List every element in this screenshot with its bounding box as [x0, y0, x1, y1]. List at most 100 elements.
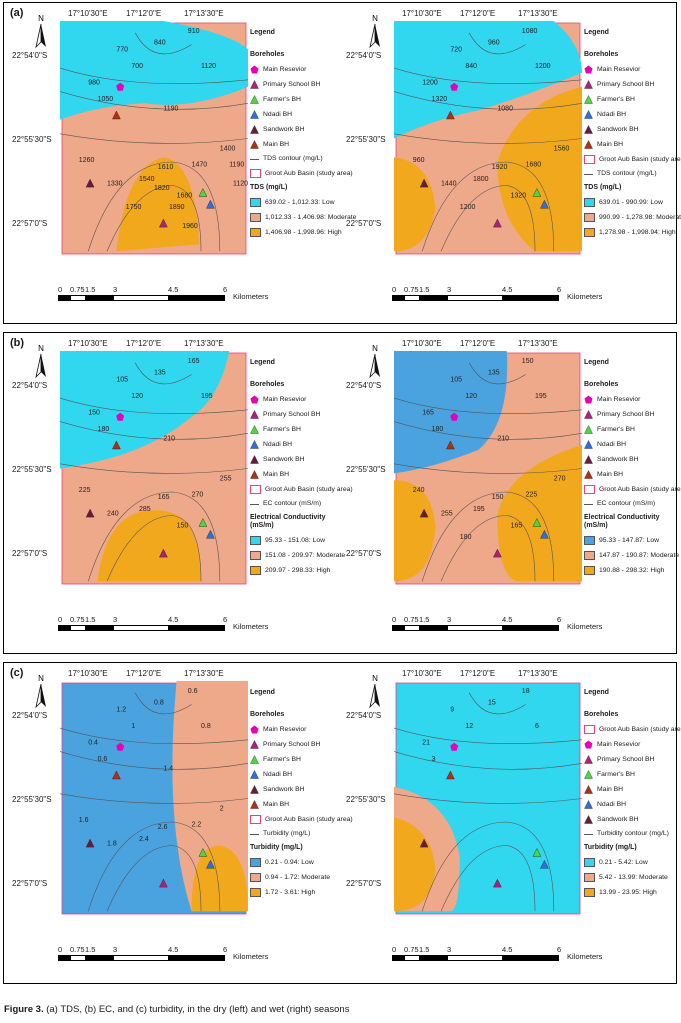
contour-value-label: 1560: [554, 145, 570, 152]
longitude-label: 17°13'30"E: [184, 9, 224, 18]
scale-tick-label: 3: [113, 615, 118, 624]
scale-segment: [85, 625, 115, 631]
contour-value-label: 165: [422, 410, 434, 417]
borehole-marker: [112, 440, 121, 450]
borehole-marker: [85, 178, 95, 188]
figure-row: (b) N 17°10'30"E 17°12'0"E 17°13'30"E 22°54'0…: [3, 332, 681, 654]
legend-item-label: Groot Aub Basin (study area): [599, 725, 681, 733]
class-swatch: [584, 536, 595, 545]
borehole-marker: [159, 218, 168, 228]
contour-value-label: 150: [177, 522, 189, 529]
scale-segment: [447, 955, 504, 961]
legend-class: 1,278.98 - 1,998.94: High: [584, 227, 676, 237]
longitude-label: 17°13'30"E: [518, 339, 558, 348]
contour-value-label: 1.4: [163, 765, 173, 772]
legend-item: Main Resevior: [250, 395, 338, 404]
triangle-icon: [250, 770, 259, 779]
contour-value-label: 165: [188, 358, 200, 365]
contour-value-label: 1200: [535, 63, 551, 70]
triangle-icon: [584, 80, 593, 89]
triangle-icon: [584, 455, 593, 464]
legend-item: Groot Aub Basin (study area): [250, 485, 353, 495]
legend-item: Turbidity contour (mg/L): [584, 830, 672, 838]
scale-bar: 0 0.75 1.5 3 4.5 6 Kilometers: [392, 945, 642, 961]
class-swatch: [584, 197, 595, 207]
latitude-label: 22°57'0"S: [12, 219, 48, 228]
map-area: 105 120 135 150 165 180 195 210 240 255 270 225 195 1…: [393, 351, 583, 591]
class-swatch: [584, 551, 595, 560]
north-label: N: [372, 14, 378, 23]
contour-value-label: 840: [465, 63, 477, 70]
legend-item-label: Primary School BH: [263, 410, 321, 418]
legend-class: 639.01 - 990.99: Low: [584, 197, 672, 207]
scale-segment: [113, 295, 170, 301]
legend-item: Main Resevior: [584, 740, 672, 749]
legend-item-label: Primary School BH: [263, 80, 321, 88]
legend-item: Main Resevior: [584, 395, 672, 404]
contour-value-label: 700: [131, 63, 143, 70]
scale-segment: [85, 955, 115, 961]
legend-item: Ndadi BH: [250, 770, 338, 779]
contour-line: [59, 67, 249, 84]
contour-value-label: 1440: [441, 181, 457, 188]
contour-value-label: 240: [107, 511, 119, 518]
triangle-icon: [250, 80, 259, 89]
legend-item-label: Main BH: [263, 800, 290, 808]
legend-item-label: Primary School BH: [597, 755, 655, 763]
longitude-label: 17°13'30"E: [184, 339, 224, 348]
contour-value-label: 0.6: [98, 756, 108, 763]
latitude-label: 22°55'30"S: [12, 795, 52, 804]
triangle-icon: [250, 410, 259, 419]
contour-value-label: 165: [511, 522, 523, 529]
contour-line-icon: [250, 503, 259, 505]
map-legend: Legend Boreholes Main Resevior Primary Scho…: [250, 29, 356, 237]
contour-value-label: 1260: [79, 157, 95, 164]
borehole-marker: [493, 218, 502, 228]
triangle-icon: [584, 125, 593, 134]
contour-value-label: 165: [158, 494, 170, 501]
figure-row: (c) N 17°10'30"E 17°12'0"E 17°13'30"E 22°54'0…: [3, 662, 681, 984]
contour-value-label: 1540: [139, 176, 155, 183]
contour-line: [468, 362, 526, 385]
class-swatch: [250, 212, 261, 222]
legend-item-label: Sandwork BH: [597, 815, 639, 823]
legend-item: Sandwork BH: [584, 125, 672, 134]
scale-tick-label: 0: [58, 615, 63, 624]
contour-line: [134, 32, 192, 55]
legend-item-label: Groot Aub Basin (study area): [599, 155, 681, 163]
zone-high: [116, 157, 200, 252]
latitude-label: 22°57'0"S: [346, 549, 382, 558]
zone-low_cyan: [60, 21, 248, 120]
legend-item: TDS contour (mg/L): [584, 170, 672, 178]
longitude-label: 17°12'0"E: [460, 9, 496, 18]
pentagon-icon: [584, 65, 593, 74]
contour-value-label: 255: [441, 511, 453, 518]
map-panel-tds-dry: N 17°10'30"E 17°12'0"E 17°13'30"E 22°54'0"S 2…: [6, 3, 356, 323]
contour-line: [59, 91, 249, 110]
triangle-icon: [250, 470, 259, 479]
borehole-marker: [419, 838, 429, 848]
longitude-label: 17°13'30"E: [518, 9, 558, 18]
legend-boreholes-heading: Boreholes: [584, 711, 619, 719]
zone-low_cyan: [394, 21, 582, 139]
contour-value-label: 1190: [229, 162, 244, 169]
scale-bar: 0 0.75 1.5 3 4.5 6 Kilometers: [58, 615, 308, 631]
scale-segment: [113, 625, 170, 631]
triangle-icon: [250, 110, 259, 119]
legend-class: 990.99 - 1,278.98: Moderate: [584, 212, 681, 222]
contour-value-label: 120: [465, 393, 477, 400]
contour-value-label: 0.4: [88, 740, 98, 747]
legend-item: Sandwork BH: [250, 785, 338, 794]
borehole-marker: [116, 82, 125, 91]
contour-value-label: 1820: [154, 185, 170, 192]
triangle-icon: [584, 755, 593, 764]
scale-tick-label: 0.75: [404, 285, 419, 294]
triangle-icon: [584, 110, 593, 119]
contour-line: [59, 727, 249, 744]
figure-caption: Figure 3. (a) TDS, (b) EC, and (c) turbi…: [4, 1004, 349, 1015]
legend-item-label: Ndadi BH: [263, 770, 293, 778]
contour-value-label: 2.2: [192, 822, 202, 829]
legend-class-label: 95.33 - 151.08: Low: [265, 536, 326, 544]
contour-value-label: 21: [422, 740, 430, 747]
legend-class: 1,406.98 - 1,998.96: High: [250, 227, 342, 237]
